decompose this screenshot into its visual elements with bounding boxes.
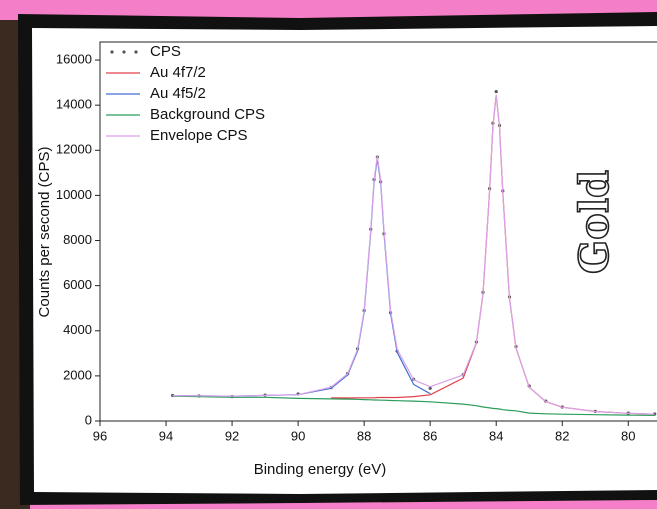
y-tick-label: 12000 (56, 142, 92, 157)
series-line (172, 94, 655, 415)
legend-marker (134, 50, 138, 54)
annotation: Gold (571, 170, 618, 274)
x-tick-label: 88 (357, 428, 371, 443)
y-tick-label: 16000 (56, 51, 92, 66)
data-point (428, 386, 432, 390)
y-tick-label: 6000 (63, 277, 92, 292)
legend-label: Envelope CPS (150, 127, 248, 144)
x-tick-label: 86 (423, 428, 437, 443)
y-axis-label: Counts per second (CPS) (36, 147, 53, 318)
legend-label: Background CPS (150, 106, 265, 123)
x-tick-label: 94 (159, 428, 173, 443)
x-tick-label: 92 (225, 428, 239, 443)
series-line (172, 395, 655, 416)
plot-frame (99, 41, 657, 422)
x-tick-label: 84 (489, 428, 503, 443)
y-tick-label: 14000 (56, 97, 92, 112)
legend-marker (110, 50, 114, 54)
x-axis-label: Binding energy (eV) (254, 461, 387, 478)
legend-label: Au 4f7/2 (150, 64, 206, 81)
panel (32, 26, 657, 494)
y-tick-label: 4000 (63, 322, 92, 337)
y-tick-label: 2000 (63, 367, 92, 382)
x-tick-label: 90 (291, 428, 305, 443)
x-tick-label: 96 (93, 428, 107, 443)
y-tick-label: 0 (85, 412, 92, 427)
y-tick-label: 10000 (56, 187, 92, 202)
legend-label: CPS (150, 43, 181, 60)
x-tick-label: 80 (621, 428, 635, 443)
x-tick-label: 82 (555, 428, 569, 443)
legend-label: Au 4f5/2 (150, 85, 206, 102)
y-tick-label: 8000 (63, 232, 92, 247)
legend-marker (122, 50, 126, 54)
plot-area (171, 90, 657, 416)
data-point (494, 90, 498, 94)
